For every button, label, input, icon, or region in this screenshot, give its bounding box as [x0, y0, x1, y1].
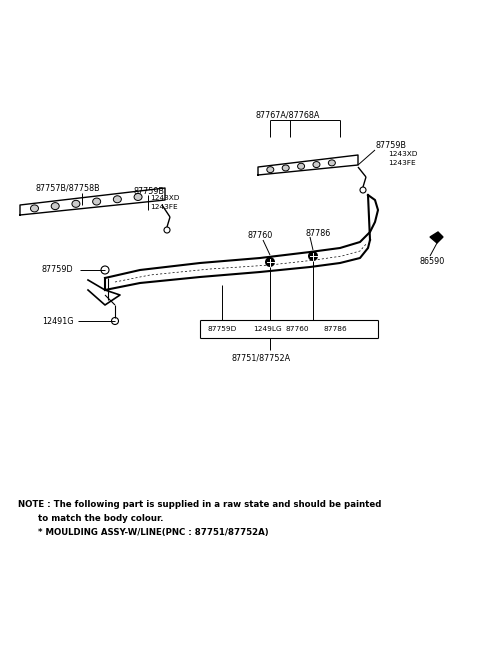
Text: 1243FE: 1243FE: [150, 204, 178, 210]
Ellipse shape: [328, 160, 336, 166]
Text: 87751/87752A: 87751/87752A: [232, 353, 291, 363]
Text: 87786: 87786: [323, 326, 347, 332]
Text: 1243XD: 1243XD: [388, 151, 418, 157]
Ellipse shape: [298, 163, 305, 170]
Text: 12491G: 12491G: [42, 317, 73, 327]
Ellipse shape: [282, 165, 289, 171]
Ellipse shape: [93, 198, 101, 205]
Circle shape: [265, 257, 275, 267]
Text: 87759D: 87759D: [42, 265, 73, 275]
Text: 87760: 87760: [285, 326, 309, 332]
Text: 87759B: 87759B: [133, 187, 164, 196]
Ellipse shape: [134, 193, 142, 200]
Text: 87757B/87758B: 87757B/87758B: [35, 183, 100, 193]
Text: NOTE : The following part is supplied in a raw state and should be painted: NOTE : The following part is supplied in…: [18, 500, 382, 509]
Text: 1243FE: 1243FE: [388, 160, 416, 166]
Polygon shape: [20, 188, 165, 215]
Text: to match the body colour.: to match the body colour.: [38, 514, 164, 523]
Text: 87767A/87768A: 87767A/87768A: [255, 110, 319, 120]
Text: 87759B: 87759B: [375, 141, 406, 150]
Ellipse shape: [31, 205, 38, 212]
Ellipse shape: [313, 162, 320, 168]
Ellipse shape: [267, 167, 274, 173]
Text: 87760: 87760: [248, 231, 273, 240]
Polygon shape: [258, 155, 358, 175]
Ellipse shape: [113, 196, 121, 203]
Text: 1249LG: 1249LG: [253, 326, 282, 332]
Text: 87759D: 87759D: [208, 326, 237, 332]
Text: 87786: 87786: [305, 229, 330, 237]
Ellipse shape: [51, 202, 59, 210]
Text: * MOULDING ASSY-W/LINE(PNC : 87751/87752A): * MOULDING ASSY-W/LINE(PNC : 87751/87752…: [38, 528, 269, 537]
Circle shape: [308, 251, 318, 261]
Text: 1243XD: 1243XD: [150, 195, 180, 201]
Text: 86590: 86590: [420, 258, 445, 267]
Polygon shape: [430, 232, 443, 243]
Ellipse shape: [72, 200, 80, 208]
